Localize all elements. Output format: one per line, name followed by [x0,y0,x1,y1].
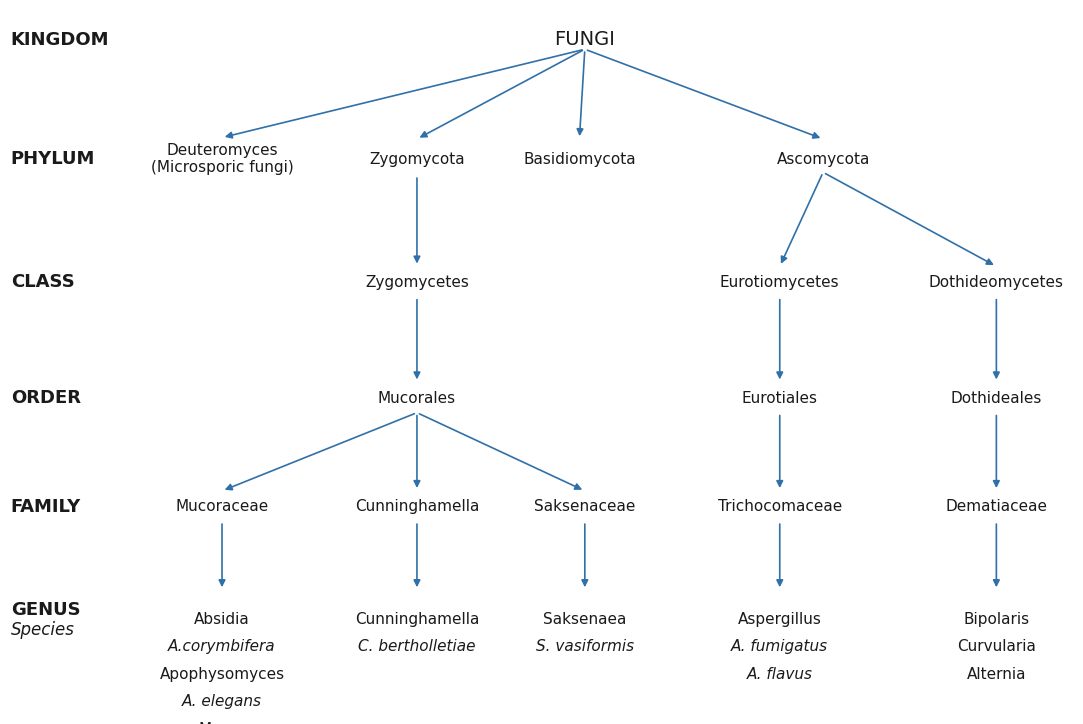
Text: A.corymbifera: A.corymbifera [168,639,276,654]
Text: Zygomycetes: Zygomycetes [365,275,469,290]
Text: Eurotiomycetes: Eurotiomycetes [720,275,839,290]
Text: PHYLUM: PHYLUM [11,151,95,168]
Text: CLASS: CLASS [11,274,75,291]
Text: Bipolaris: Bipolaris [963,612,1030,627]
Text: KINGDOM: KINGDOM [11,31,109,49]
Text: Aspergillus: Aspergillus [738,612,822,627]
Text: A. fumigatus: A. fumigatus [731,639,828,654]
Text: Dematiaceae: Dematiaceae [945,500,1047,514]
Text: Cunninghamella: Cunninghamella [355,500,479,514]
Text: Alternia: Alternia [967,667,1026,682]
Text: Dothideomycetes: Dothideomycetes [929,275,1064,290]
Text: Dothideales: Dothideales [951,391,1042,405]
Text: S. vasiformis: S. vasiformis [536,639,634,654]
Text: A. flavus: A. flavus [747,667,812,682]
Text: Basidiomycota: Basidiomycota [523,152,636,167]
Text: C. bertholletiae: C. bertholletiae [358,639,475,654]
Text: Mucor: Mucor [198,722,246,724]
Text: ORDER: ORDER [11,390,81,407]
Text: Mucoraceae: Mucoraceae [175,500,269,514]
Text: Species: Species [11,621,75,639]
Text: Trichocomaceae: Trichocomaceae [718,500,841,514]
Text: Ascomycota: Ascomycota [777,152,870,167]
Text: A. elegans: A. elegans [182,694,262,710]
Text: Apophysomyces: Apophysomyces [159,667,285,682]
Text: Mucorales: Mucorales [378,391,456,405]
Text: Zygomycota: Zygomycota [369,152,465,167]
Text: Saksenaceae: Saksenaceae [534,500,636,514]
Text: Cunninghamella: Cunninghamella [355,612,479,627]
Text: Eurotiales: Eurotiales [742,391,818,405]
Text: Absidia: Absidia [194,612,250,627]
Text: Deuteromyces
(Microsporic fungi): Deuteromyces (Microsporic fungi) [151,143,293,175]
Text: Curvularia: Curvularia [957,639,1035,654]
Text: FUNGI: FUNGI [554,30,615,49]
Text: FAMILY: FAMILY [11,498,81,515]
Text: Saksenaea: Saksenaea [544,612,626,627]
Text: GENUS: GENUS [11,601,80,618]
